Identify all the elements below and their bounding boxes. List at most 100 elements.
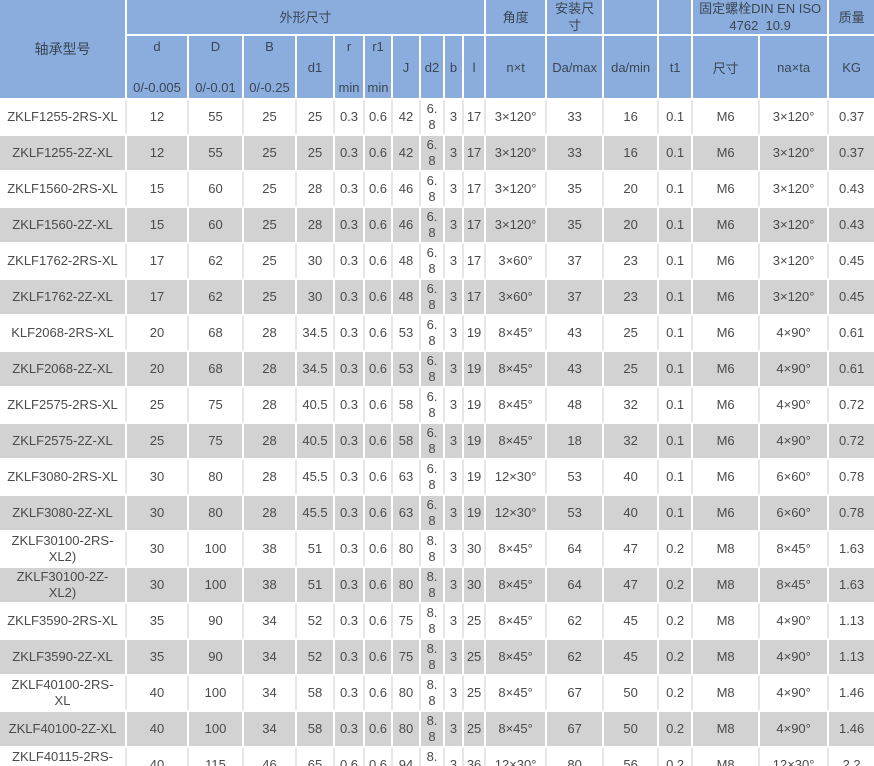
cell-value: 0.6 (364, 675, 393, 712)
cell-value: 12 (126, 135, 189, 172)
cell-value: 1.46 (828, 711, 874, 748)
cell-value: 20 (603, 207, 660, 244)
cell-value: 45.5 (296, 495, 335, 532)
table-row: ZKLF3080-2RS-XL 30 80 28 45.5 0.3 0.6 63 6.8 3 19 1… (0, 459, 874, 496)
cell-value: 6.8 (420, 207, 445, 244)
cell-value: 3 (444, 315, 464, 352)
cell-value: 100 (188, 567, 244, 604)
cell-value: 3 (444, 135, 464, 172)
cell-value: 23 (603, 279, 660, 316)
cell-value: 19 (463, 495, 487, 532)
table-row: ZKLF1762-2RS-XL 17 62 25 30 0.3 0.6 48 6.8 3 17 3×6… (0, 243, 874, 280)
subheader-label: l (472, 59, 476, 75)
cell-bearing-model: ZKLF3590-2RS-XL (0, 603, 127, 640)
cell-value: 0.3 (334, 207, 365, 244)
cell-value: 15 (126, 171, 189, 208)
cell-value: 80 (392, 567, 421, 604)
cell-value: 3 (444, 495, 464, 532)
cell-value: M6 (692, 315, 761, 352)
cell-value: 3×120° (485, 171, 548, 208)
cell-value: 25 (243, 279, 297, 316)
header-group-row: 轴承型号 外形尺寸 角度 安装尺寸 固定螺栓DIN EN ISO 4762 10… (0, 0, 874, 100)
subheader-label: D (210, 39, 221, 54)
cell-value: 0.6 (364, 459, 393, 496)
cell-value: 40.5 (296, 423, 335, 460)
cell-value: 1.63 (828, 531, 874, 568)
cell-value: 25 (243, 243, 297, 280)
cell-value: 4×90° (759, 675, 830, 712)
cell-value: 25 (603, 315, 660, 352)
subheader-col-nxt: n×t (485, 35, 548, 100)
group-header-fixing-bolt: 固定螺栓DIN EN ISO 4762 10.9 (692, 0, 830, 36)
cell-value: 25 (296, 135, 335, 172)
cell-value: 0.78 (828, 459, 874, 496)
cell-value: 0.6 (364, 315, 393, 352)
cell-value: 58 (296, 675, 335, 712)
cell-value: 3 (444, 99, 464, 136)
cell-value: 25 (126, 387, 189, 424)
cell-value: 18 (546, 423, 605, 460)
cell-bearing-model: ZKLF1255-2Z-XL (0, 135, 127, 172)
cell-value: 0.3 (334, 711, 365, 748)
cell-value: 55 (188, 135, 244, 172)
cell-value: 47 (603, 531, 660, 568)
cell-value: 0.3 (334, 351, 365, 388)
subheader-col-kg: KG (828, 35, 874, 100)
cell-value: 80 (392, 675, 421, 712)
cell-value: 3×120° (759, 135, 830, 172)
cell-value: 75 (392, 639, 421, 676)
cell-value: 25 (463, 711, 487, 748)
cell-value: 8×45° (759, 531, 830, 568)
cell-value: 63 (392, 495, 421, 532)
cell-value: 75 (392, 603, 421, 640)
cell-value: 75 (188, 387, 244, 424)
cell-value: 36 (463, 747, 487, 766)
cell-value: M6 (692, 171, 761, 208)
cell-value: 63 (392, 459, 421, 496)
cell-value: 46 (392, 207, 421, 244)
cell-value: M6 (692, 351, 761, 388)
group-header-mass: 质量 (828, 0, 874, 36)
cell-value: 3 (444, 603, 464, 640)
cell-value: 1.46 (828, 675, 874, 712)
cell-value: 0.3 (334, 423, 365, 460)
cell-value: 3 (444, 711, 464, 748)
subheader-label: 尺寸 (712, 60, 739, 76)
cell-value: 16 (603, 135, 660, 172)
cell-value: 19 (463, 351, 487, 388)
subheader-col-da-max: Da/max (546, 35, 605, 100)
cell-value: 6.8 (420, 315, 445, 352)
cell-value: 0.3 (334, 387, 365, 424)
cell-value: 0.6 (364, 387, 393, 424)
table-body: ZKLF1255-2RS-XL 12 55 25 25 0.3 0.6 42 6.8 3 17 3×1… (0, 99, 874, 766)
cell-value: 45 (603, 603, 660, 640)
cell-value: 12×30° (759, 747, 830, 766)
cell-value: 46 (243, 747, 297, 766)
cell-value: 3×60° (485, 279, 548, 316)
cell-value: 12 (126, 99, 189, 136)
cell-value: M8 (692, 603, 761, 640)
cell-value: 32 (603, 387, 660, 424)
cell-value: 60 (188, 207, 244, 244)
cell-bearing-model: ZKLF1560-2RS-XL (0, 171, 127, 208)
cell-value: 35 (126, 639, 189, 676)
cell-value: 100 (188, 531, 244, 568)
cell-value: 15 (126, 207, 189, 244)
cell-value: 0.6 (364, 351, 393, 388)
cell-value: 12×30° (485, 495, 548, 532)
cell-value: M6 (692, 207, 761, 244)
cell-value: 52 (296, 603, 335, 640)
table-row: ZKLF2575-2RS-XL 25 75 28 40.5 0.3 0.6 58 6.8 3 19 8… (0, 387, 874, 424)
subheader-tolerance: 0/-0.01 (195, 80, 236, 95)
cell-value: 37 (546, 279, 605, 316)
cell-value: 0.1 (658, 207, 694, 244)
cell-value: 42 (392, 99, 421, 136)
cell-value: M6 (692, 135, 761, 172)
cell-value: 1.63 (828, 567, 874, 604)
cell-value: 4×90° (759, 711, 830, 748)
cell-value: 115 (188, 747, 244, 766)
cell-value: 8.8 (420, 711, 445, 748)
cell-value: 40 (126, 711, 189, 748)
subheader-label: r (346, 39, 352, 54)
cell-value: 0.3 (334, 567, 365, 604)
